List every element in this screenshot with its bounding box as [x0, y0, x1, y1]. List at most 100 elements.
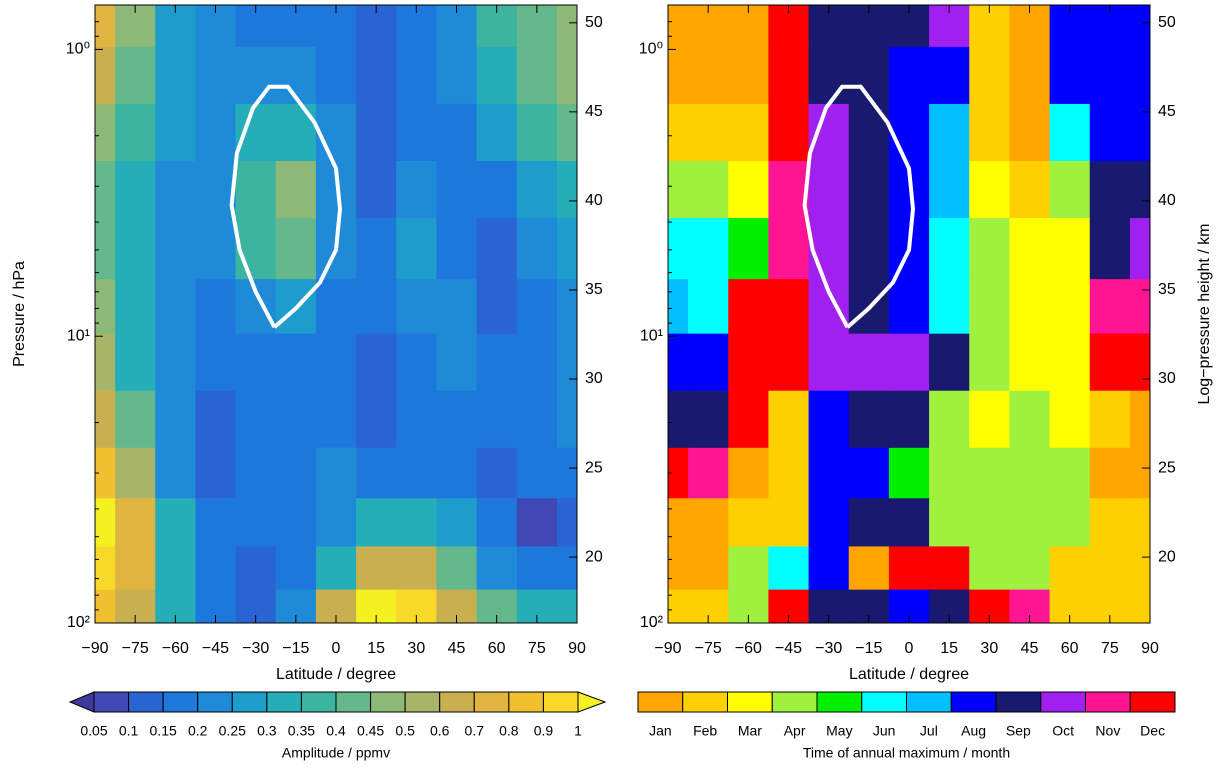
- cell: [808, 498, 850, 547]
- cell: [115, 161, 156, 219]
- cell: [476, 390, 518, 449]
- y2-tick-label: 20: [585, 548, 603, 565]
- colorbar-label: 0.7: [465, 723, 485, 739]
- cell: [516, 333, 558, 392]
- x-tick-label: −90: [81, 640, 108, 657]
- cell: [155, 447, 196, 499]
- x-tick-label: 30: [407, 640, 425, 657]
- outline-contour: [802, 84, 916, 329]
- colorbar-swatch: [771, 691, 818, 713]
- cell: [1049, 161, 1091, 219]
- cell: [95, 5, 116, 48]
- colorbar-label: Nov: [1095, 723, 1120, 739]
- cell: [929, 546, 970, 591]
- cell: [396, 218, 437, 280]
- cell: [888, 279, 930, 335]
- cell: [115, 447, 156, 499]
- cell: [768, 46, 810, 105]
- colorbar-swatch: [128, 691, 164, 713]
- cell: [728, 498, 769, 547]
- cell: [95, 546, 116, 591]
- colorbar-label: 0.6: [430, 723, 450, 739]
- cell: [668, 161, 689, 219]
- x-tick-label: 75: [1101, 640, 1119, 657]
- cell: [848, 447, 890, 499]
- cell: [516, 390, 558, 449]
- x-tick-label: 75: [528, 640, 546, 657]
- cell: [556, 161, 578, 219]
- cell: [516, 447, 558, 499]
- cell: [1129, 218, 1151, 280]
- cell: [275, 218, 317, 280]
- y-tick-label: 10⁰: [639, 41, 663, 58]
- cell: [1009, 333, 1051, 392]
- cell: [1089, 390, 1131, 449]
- cell: [235, 333, 277, 392]
- cell: [115, 46, 156, 105]
- cell: [768, 498, 810, 547]
- cell: [808, 46, 850, 105]
- cell: [969, 161, 1010, 219]
- cell: [768, 161, 810, 219]
- cell: [356, 103, 397, 162]
- x-tick-label: −45: [775, 640, 802, 657]
- cell: [195, 333, 237, 392]
- cell: [768, 390, 810, 449]
- y2-tick-label: 35: [1158, 281, 1176, 298]
- cell: [275, 498, 317, 547]
- colorbar-arrow: [68, 691, 95, 713]
- colorbar-label: Mar: [738, 723, 762, 739]
- cell: [275, 546, 317, 591]
- colorbar-label: 0.8: [499, 723, 519, 739]
- colorbar-label: Oct: [1052, 723, 1074, 739]
- colorbar-swatch: [300, 691, 337, 713]
- cell: [808, 218, 850, 280]
- colorbar-label: 0.25: [219, 723, 246, 739]
- cell: [1129, 103, 1151, 162]
- cell: [728, 279, 769, 335]
- y2-tick-label: 20: [1158, 548, 1176, 565]
- cell: [1129, 5, 1151, 48]
- cell: [1129, 333, 1151, 392]
- cell: [1089, 333, 1131, 392]
- cell: [195, 390, 237, 449]
- cell: [929, 333, 970, 392]
- colorbar-label: Jan: [649, 723, 672, 739]
- cell: [1009, 103, 1051, 162]
- cell: [115, 279, 156, 335]
- colorbar-label: Dec: [1140, 723, 1165, 739]
- cell: [315, 46, 357, 105]
- field: [668, 5, 1151, 624]
- cell: [888, 333, 930, 392]
- cell: [1009, 161, 1051, 219]
- cell: [315, 390, 357, 449]
- cell: [155, 46, 196, 105]
- y2-tick-label: 40: [585, 192, 603, 209]
- cell: [556, 279, 578, 335]
- cell: [1049, 390, 1091, 449]
- colorbar-swatch: [162, 691, 199, 713]
- outline-contour: [229, 84, 343, 329]
- cell: [396, 103, 437, 162]
- cell: [969, 546, 1010, 591]
- colorbar-label: 0.9: [534, 723, 554, 739]
- x-tick-label: −75: [122, 640, 149, 657]
- cell: [476, 498, 518, 547]
- cell: [969, 279, 1010, 335]
- colorbar-swatch: [727, 691, 773, 713]
- cell: [929, 498, 970, 547]
- cell: [195, 161, 237, 219]
- y2-tick-label: 25: [1158, 459, 1176, 476]
- cell: [1089, 46, 1131, 105]
- cell: [1009, 279, 1051, 335]
- cell: [1049, 279, 1091, 335]
- cell: [688, 390, 729, 449]
- cell: [929, 218, 970, 280]
- colorbar-label: Jun: [873, 723, 896, 739]
- cell: [275, 447, 317, 499]
- cell: [808, 390, 850, 449]
- colorbar-swatch: [861, 691, 907, 713]
- cell: [888, 546, 930, 591]
- colorbar-label: 0.4: [326, 723, 346, 739]
- cell: [888, 46, 930, 105]
